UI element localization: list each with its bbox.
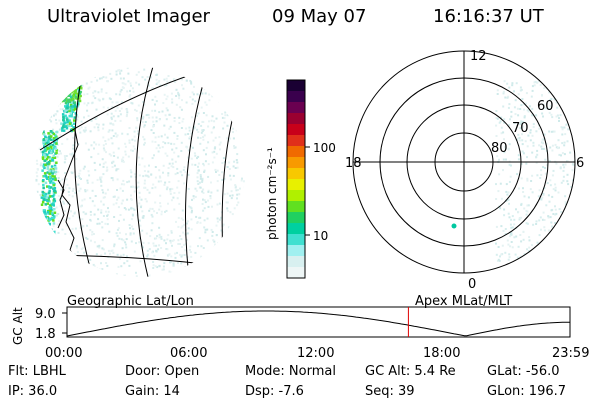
time-tick-1800: 18:00 bbox=[423, 346, 460, 361]
color-bar: 100 10 photon cm⁻²s⁻¹ bbox=[265, 79, 336, 279]
colorbar-tick-10: 10 bbox=[313, 229, 328, 243]
seq-value: Seq: 39 bbox=[365, 384, 415, 399]
altitude-strip: 9.0 1.8 GC Alt 00:00 06:00 12:00 18:00 2… bbox=[11, 306, 589, 361]
polar-plot: 12 18 6 0 60 70 80 bbox=[345, 49, 584, 292]
filter-value: Flt: LBHL bbox=[8, 364, 67, 379]
time-tick-0000: 00:00 bbox=[45, 346, 82, 361]
colorbar-cell bbox=[287, 234, 305, 246]
app-title: Ultraviolet Imager bbox=[47, 6, 210, 27]
colorbar-cell bbox=[287, 168, 305, 180]
ip-value: IP: 36.0 bbox=[8, 384, 57, 399]
time-tick-2359: 23:59 bbox=[552, 346, 589, 361]
colorbar-cell bbox=[287, 212, 305, 224]
time-tick-1200: 12:00 bbox=[297, 346, 334, 361]
colorbar-cell bbox=[287, 179, 305, 191]
colorbar-cell bbox=[287, 245, 305, 257]
altitude-curve bbox=[66, 310, 570, 337]
colorbar-cell bbox=[287, 113, 305, 125]
geographic-caption: Geographic Lat/Lon bbox=[67, 294, 194, 309]
colorbar-cell bbox=[287, 223, 305, 235]
colorbar-cell bbox=[287, 124, 305, 136]
mlt-label-12: 12 bbox=[470, 49, 487, 64]
colorbar-cell bbox=[287, 201, 305, 213]
lat-label-60: 60 bbox=[537, 99, 554, 114]
alt-axis-label: GC Alt bbox=[11, 307, 25, 345]
date-label: 09 May 07 bbox=[272, 6, 367, 27]
time-tick-0600: 06:00 bbox=[170, 346, 207, 361]
colorbar-cell bbox=[287, 190, 305, 202]
colorbar-cell bbox=[287, 102, 305, 114]
colorbar-tick-100: 100 bbox=[313, 141, 336, 155]
lat-label-80: 80 bbox=[491, 141, 508, 156]
colorbar-cell bbox=[287, 91, 305, 103]
time-label: 16:16:37 UT bbox=[433, 6, 544, 27]
colorbar-cell bbox=[287, 80, 305, 92]
glat-value: GLat: -56.0 bbox=[487, 364, 560, 379]
colorbar-cell bbox=[287, 256, 305, 268]
alt-tick-9: 9.0 bbox=[35, 307, 56, 322]
lat-label-70: 70 bbox=[512, 121, 529, 136]
mode-value: Mode: Normal bbox=[245, 364, 336, 379]
dsp-value: Dsp: -7.6 bbox=[245, 384, 304, 399]
colorbar-cell bbox=[287, 146, 305, 158]
mlt-label-6: 6 bbox=[576, 156, 584, 171]
colorbar-cell bbox=[287, 135, 305, 147]
apex-caption: Apex MLat/MLT bbox=[415, 294, 512, 309]
mlt-label-18: 18 bbox=[345, 156, 362, 171]
emission-spot bbox=[451, 223, 457, 229]
alt-tick-1-8: 1.8 bbox=[35, 327, 56, 342]
geographic-image bbox=[35, 67, 245, 277]
status-footer: Flt: LBHL IP: 36.0 Door: Open Gain: 14 M… bbox=[8, 364, 566, 399]
colorbar-cell bbox=[287, 267, 305, 279]
mlt-label-0: 0 bbox=[468, 277, 476, 292]
glon-value: GLon: 196.7 bbox=[487, 384, 566, 399]
colorbar-unit-label: photon cm⁻²s⁻¹ bbox=[265, 147, 279, 240]
gc-alt-value: GC Alt: 5.4 Re bbox=[365, 364, 456, 379]
door-value: Door: Open bbox=[125, 364, 199, 379]
gain-value: Gain: 14 bbox=[125, 384, 180, 399]
colorbar-cell bbox=[287, 157, 305, 169]
